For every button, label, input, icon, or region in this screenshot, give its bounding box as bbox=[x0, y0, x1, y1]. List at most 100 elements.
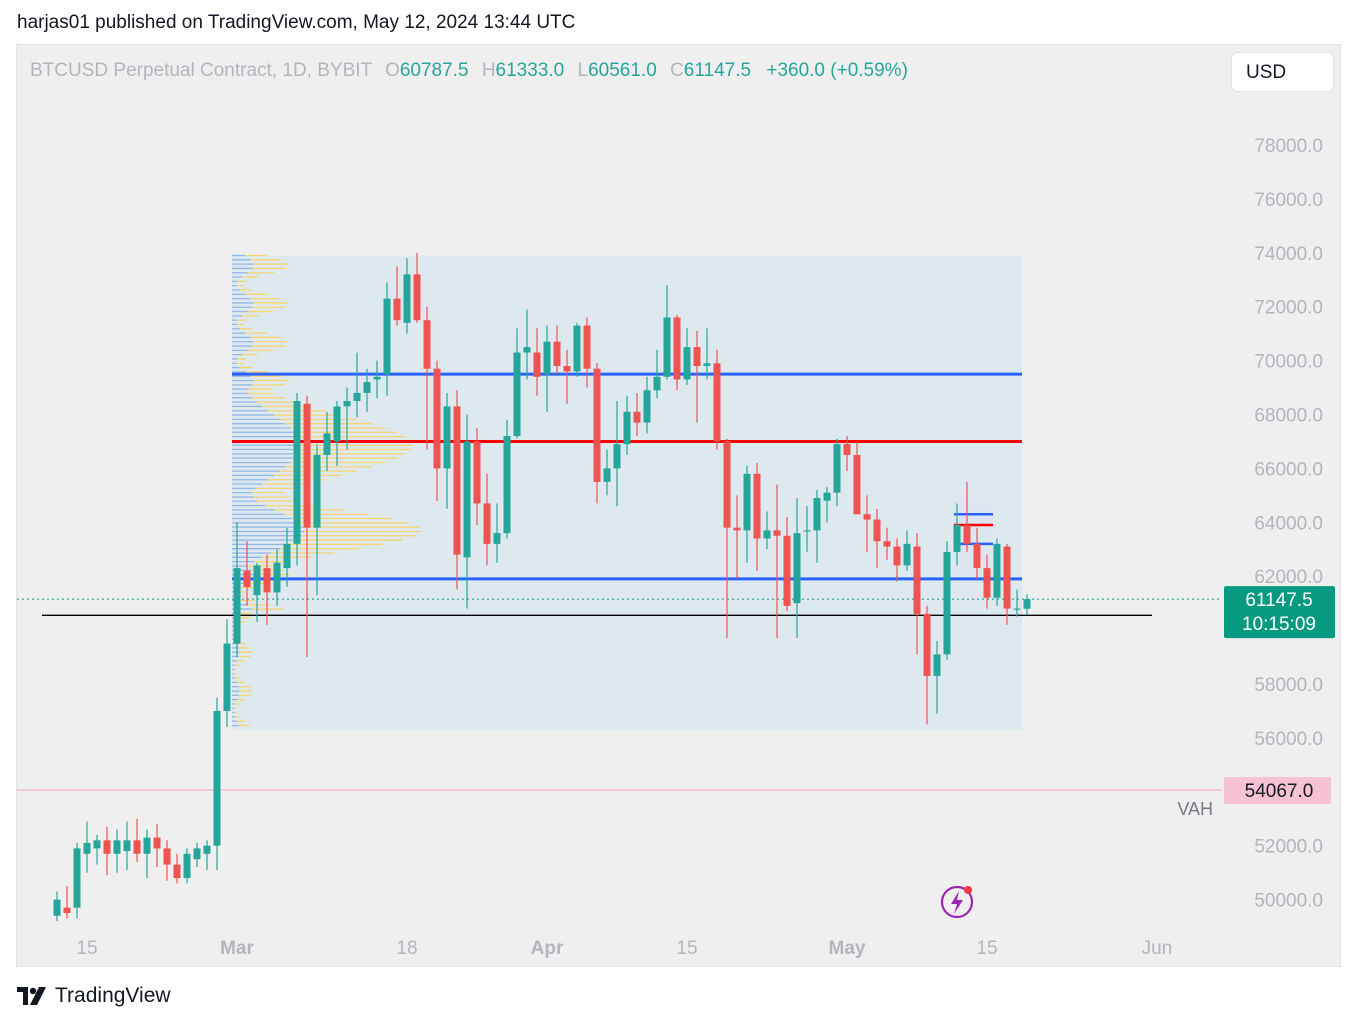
candle-body bbox=[283, 543, 291, 569]
price-tick-label: 64000.0 bbox=[1254, 513, 1323, 534]
candle-body bbox=[793, 533, 801, 604]
price-tick-label: 52000.0 bbox=[1254, 837, 1323, 858]
price-tick-label: 74000.0 bbox=[1254, 244, 1323, 265]
price-tick-label: 62000.0 bbox=[1254, 567, 1323, 588]
candle-body bbox=[713, 363, 721, 442]
time-tick-label: Apr bbox=[531, 938, 564, 959]
candle-body bbox=[623, 411, 631, 445]
candle-body bbox=[513, 352, 521, 437]
volume-profile-box bbox=[232, 255, 1022, 730]
chart-canvas[interactable]: 78000.0 76000.0 74000.0 72000.0 70000.0 68000… bbox=[17, 45, 1341, 967]
low-label: L bbox=[577, 60, 589, 81]
candle-body bbox=[863, 514, 871, 520]
candle-body bbox=[423, 320, 431, 369]
last-price-value: 61147.5 bbox=[1245, 590, 1312, 611]
candle-body bbox=[833, 444, 841, 493]
candle-body bbox=[233, 568, 241, 644]
candle-body bbox=[653, 376, 661, 391]
candle-body bbox=[603, 468, 611, 482]
candle-body bbox=[403, 274, 411, 323]
candle-body bbox=[433, 368, 441, 469]
open-label: O bbox=[385, 60, 400, 81]
candle-body bbox=[803, 530, 811, 532]
candle-body bbox=[543, 341, 551, 375]
candle-body bbox=[333, 406, 341, 442]
candle-body bbox=[593, 368, 601, 482]
candle-body bbox=[93, 840, 101, 849]
candle-body bbox=[463, 441, 471, 558]
candle-body bbox=[993, 543, 1001, 598]
price-tick-label: 50000.0 bbox=[1254, 891, 1323, 912]
candle-body bbox=[323, 433, 331, 455]
candle-body bbox=[253, 565, 261, 596]
candle-body bbox=[103, 840, 111, 854]
candle-body bbox=[153, 837, 161, 849]
candle-body bbox=[773, 530, 781, 536]
candle-body bbox=[633, 411, 641, 423]
open-value: 60787.5 bbox=[399, 60, 469, 81]
candle-body bbox=[353, 392, 361, 402]
candle-body bbox=[703, 363, 711, 366]
candle-body bbox=[493, 533, 501, 544]
candle-body bbox=[643, 390, 651, 423]
candle-body bbox=[523, 347, 531, 353]
change-value: +360.0 (+0.59%) bbox=[766, 60, 908, 81]
close-value: 61147.5 bbox=[683, 60, 752, 81]
bar-countdown: 10:15:09 bbox=[1242, 614, 1316, 635]
candle-body bbox=[373, 376, 381, 380]
currency-button[interactable]: USD bbox=[1231, 52, 1334, 92]
published-header: harjas01 published on TradingView.com, M… bbox=[17, 12, 576, 33]
footer-brand[interactable]: TradingView bbox=[17, 984, 171, 1008]
candle-body bbox=[483, 503, 491, 544]
alert-price-value: 54067.0 bbox=[1245, 781, 1314, 802]
candle-body bbox=[453, 406, 461, 555]
candle-body bbox=[873, 519, 881, 542]
footer-brand-label: TradingView bbox=[55, 984, 171, 1007]
candle-body bbox=[583, 325, 591, 369]
price-tick-label: 56000.0 bbox=[1254, 729, 1323, 750]
candle-body bbox=[853, 454, 861, 515]
candle-body bbox=[1013, 608, 1021, 610]
candle-body bbox=[63, 907, 71, 914]
candle-body bbox=[83, 843, 91, 854]
candle-body bbox=[143, 837, 151, 854]
symbol-name[interactable]: BTCUSD Perpetual Contract, 1D, BYBIT bbox=[30, 60, 372, 81]
candle-body bbox=[573, 325, 581, 372]
candle-body bbox=[383, 298, 391, 375]
candle-body bbox=[183, 853, 191, 879]
candle-body bbox=[473, 441, 481, 504]
candle-body bbox=[443, 406, 451, 469]
candle-body bbox=[903, 543, 911, 566]
lightning-alert-icon[interactable] bbox=[940, 885, 974, 919]
candle-body bbox=[763, 530, 771, 539]
chart-frame[interactable]: 78000.0 76000.0 74000.0 72000.0 70000.0 68000… bbox=[16, 44, 1341, 967]
candle-body bbox=[1003, 546, 1011, 609]
candle-body bbox=[563, 365, 571, 372]
candle-body bbox=[883, 541, 891, 547]
candle-body bbox=[413, 274, 421, 321]
candle-body bbox=[983, 568, 991, 598]
candle-body bbox=[973, 543, 981, 569]
candle-body bbox=[963, 524, 971, 544]
candle-body bbox=[823, 492, 831, 501]
symbol-legend: BTCUSD Perpetual Contract, 1D, BYBIT O60… bbox=[30, 60, 908, 82]
candle-body bbox=[173, 864, 181, 879]
candle-body bbox=[683, 347, 691, 380]
alert-price-tag bbox=[1224, 776, 1331, 804]
candle-body bbox=[723, 441, 731, 528]
vah-label: VAH bbox=[1177, 799, 1213, 819]
candle-body bbox=[693, 347, 701, 366]
candle-body bbox=[343, 401, 351, 407]
candle-body bbox=[243, 570, 251, 587]
candle-body bbox=[213, 710, 221, 846]
candle-body bbox=[933, 654, 941, 676]
price-tick-label: 70000.0 bbox=[1254, 352, 1323, 373]
time-tick-label: Mar bbox=[220, 938, 254, 959]
last-price-tag bbox=[1224, 586, 1335, 639]
candle-body bbox=[133, 840, 141, 854]
high-label: H bbox=[481, 60, 496, 81]
price-tick-label: 68000.0 bbox=[1254, 406, 1323, 427]
price-tick-label: 78000.0 bbox=[1254, 136, 1323, 157]
candle-body bbox=[893, 546, 901, 566]
time-tick-label: Jun bbox=[1142, 938, 1173, 959]
